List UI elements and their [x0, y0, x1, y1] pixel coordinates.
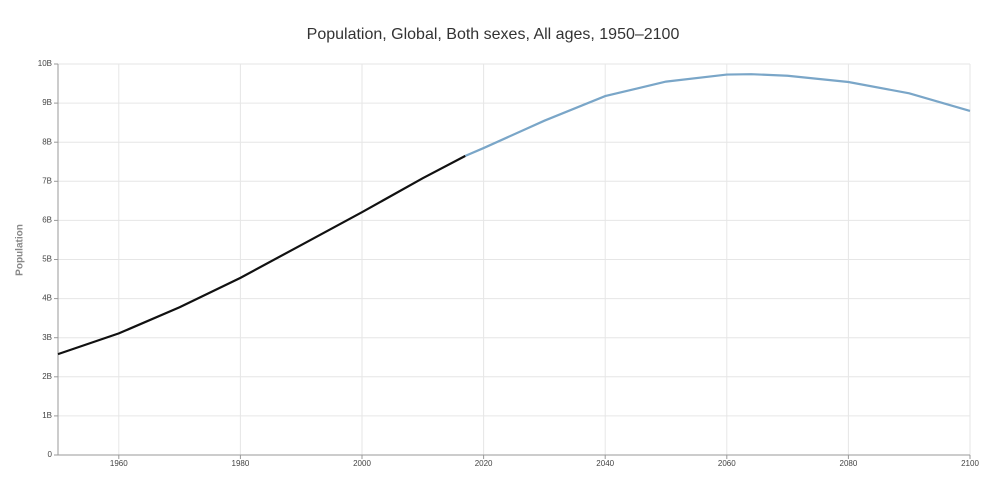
y-tick-label: 10B [38, 59, 52, 68]
x-tick-label: 2040 [596, 459, 614, 468]
y-tick-label: 7B [42, 176, 52, 185]
y-tick-label: 2B [42, 372, 52, 381]
x-tick-label: 2060 [718, 459, 736, 468]
y-axis-label: Population [15, 224, 26, 276]
chart-title: Population, Global, Both sexes, All ages… [307, 26, 680, 43]
y-tick-label: 0 [48, 450, 53, 459]
y-tick-label: 5B [42, 255, 52, 264]
y-tick-label: 1B [42, 411, 52, 420]
y-tick-label: 3B [42, 333, 52, 342]
y-tick-label: 6B [42, 216, 52, 225]
x-tick-label: 2020 [475, 459, 493, 468]
x-tick-label: 2000 [353, 459, 371, 468]
y-tick-label: 4B [42, 294, 52, 303]
y-tick-label: 9B [42, 98, 52, 107]
line-series [57, 154, 466, 356]
x-tick-label: 2100 [961, 459, 979, 468]
x-tick-label: 1980 [232, 459, 250, 468]
y-tick-label: 8B [42, 137, 52, 146]
x-tick-label: 1960 [110, 459, 128, 468]
x-tick-label: 2080 [840, 459, 858, 468]
line-series [464, 73, 971, 157]
